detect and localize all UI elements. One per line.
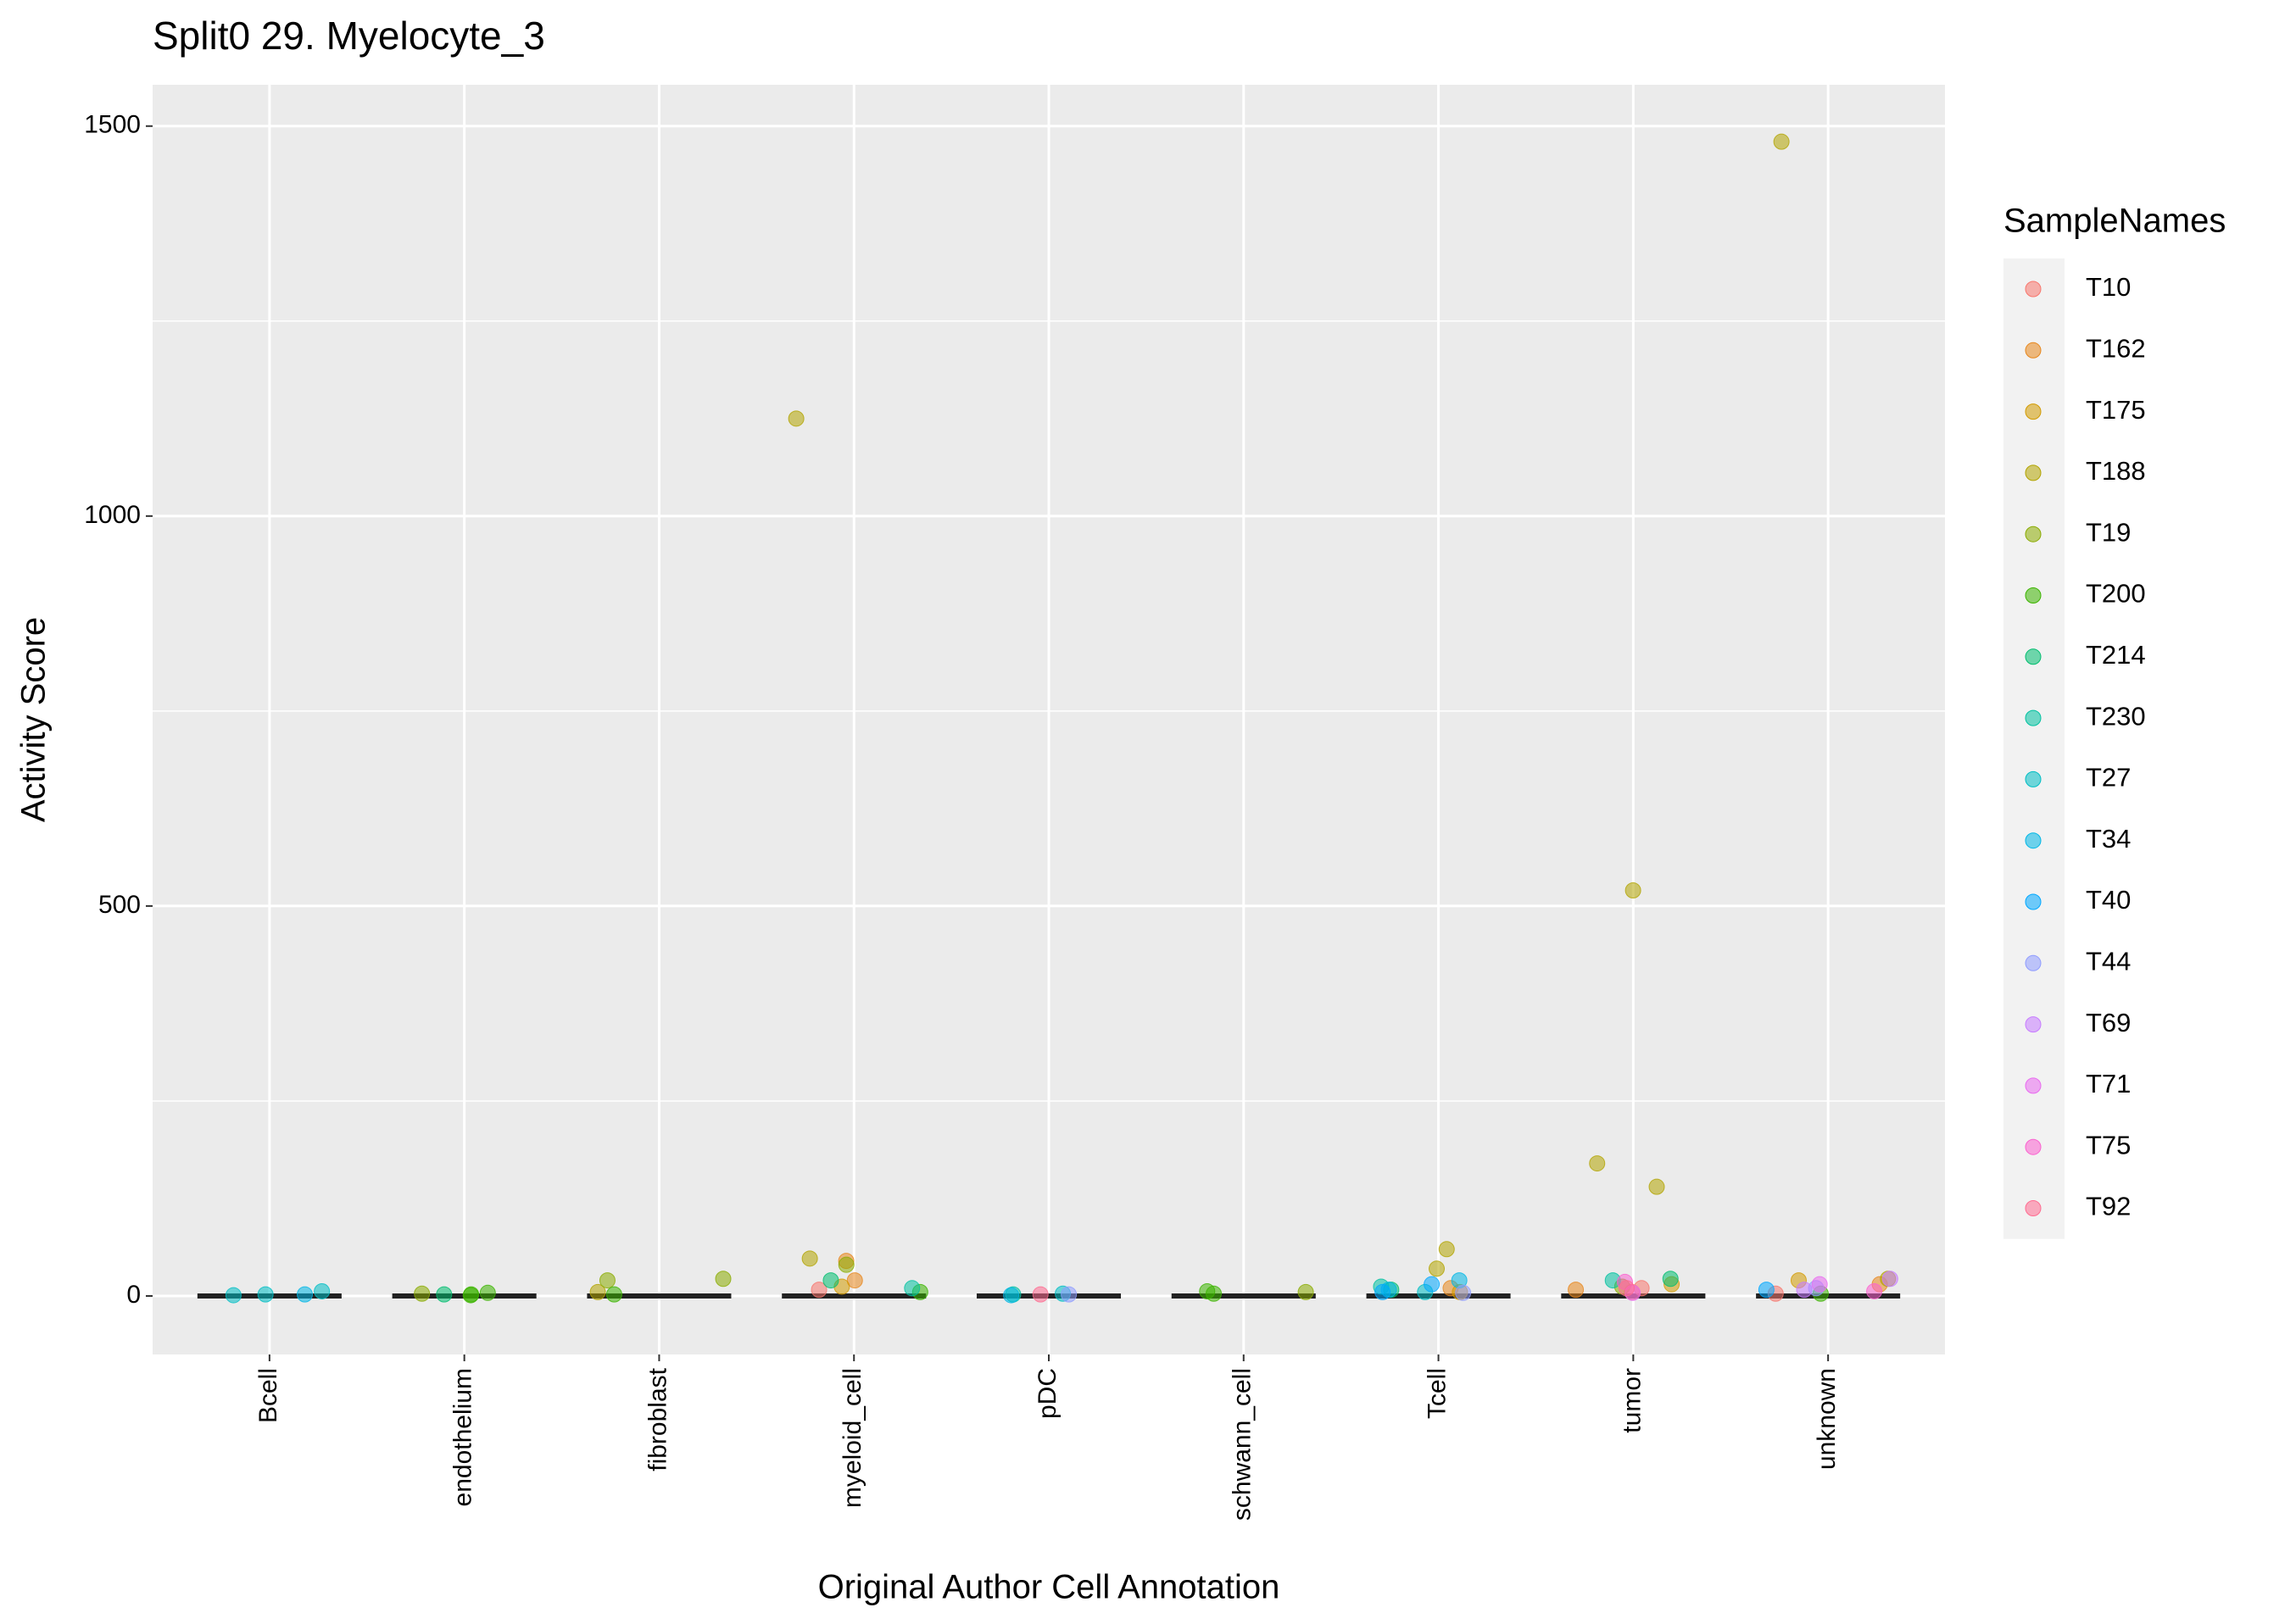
legend-key bbox=[2025, 648, 2042, 665]
legend-label: T10 bbox=[2086, 272, 2131, 302]
y-tick-label: 1500 bbox=[84, 111, 141, 139]
data-point bbox=[822, 1272, 839, 1289]
legend-key-background bbox=[2003, 258, 2065, 1239]
data-point bbox=[1773, 133, 1790, 150]
data-point bbox=[846, 1272, 863, 1289]
data-point bbox=[1061, 1286, 1078, 1303]
data-point bbox=[1032, 1286, 1049, 1303]
legend-key bbox=[2025, 342, 2042, 359]
data-point bbox=[788, 410, 805, 427]
data-point bbox=[801, 1250, 818, 1267]
legend-label: T71 bbox=[2086, 1069, 2131, 1098]
data-point bbox=[599, 1272, 616, 1289]
x-tick-label: fibroblast bbox=[644, 1367, 672, 1471]
data-point bbox=[479, 1284, 496, 1301]
y-tick-label: 1000 bbox=[84, 501, 141, 529]
legend-key bbox=[2025, 1016, 2042, 1033]
data-point bbox=[715, 1271, 732, 1288]
legend-label: T34 bbox=[2086, 824, 2131, 854]
legend-label: T19 bbox=[2086, 517, 2131, 547]
data-point bbox=[1648, 1178, 1665, 1195]
data-point bbox=[904, 1280, 921, 1297]
data-point bbox=[414, 1285, 431, 1302]
data-point bbox=[811, 1282, 828, 1299]
data-point bbox=[1429, 1260, 1446, 1277]
legend-key bbox=[2025, 464, 2042, 481]
legend-label: T92 bbox=[2086, 1192, 2131, 1221]
legend-label: T162 bbox=[2086, 333, 2146, 363]
legend-key bbox=[2025, 770, 2042, 787]
x-tick-label: myeloid_cell bbox=[839, 1368, 867, 1508]
legend-label: T200 bbox=[2086, 579, 2146, 609]
legend-key bbox=[2025, 1138, 2042, 1155]
x-tick-label: Bcell bbox=[254, 1368, 282, 1423]
data-point bbox=[257, 1286, 274, 1303]
legend-label: T44 bbox=[2086, 946, 2131, 976]
y-axis-title: Activity Score bbox=[15, 617, 53, 822]
data-point bbox=[1796, 1282, 1813, 1299]
data-point bbox=[1758, 1282, 1775, 1299]
x-tick-label: schwann_cell bbox=[1229, 1368, 1257, 1521]
data-point bbox=[1424, 1276, 1441, 1293]
data-point bbox=[314, 1282, 331, 1299]
data-point bbox=[297, 1286, 314, 1303]
data-point bbox=[838, 1256, 855, 1273]
chart-title: Split0 29. Myelocyte_3 bbox=[153, 14, 545, 58]
legend-label: T175 bbox=[2086, 395, 2146, 425]
legend-label: T214 bbox=[2086, 640, 2146, 670]
data-point bbox=[1568, 1282, 1585, 1299]
x-tick-label: pDC bbox=[1034, 1368, 1062, 1419]
legend-key bbox=[2025, 403, 2042, 420]
legend-label: T75 bbox=[2086, 1130, 2131, 1160]
legend-title: SampleNames bbox=[2003, 203, 2226, 240]
x-tick-label: tumor bbox=[1618, 1368, 1646, 1433]
data-point bbox=[1199, 1282, 1216, 1299]
legend-key bbox=[2025, 954, 2042, 971]
legend-label: T69 bbox=[2086, 1008, 2131, 1037]
legend-key bbox=[2025, 1077, 2042, 1094]
legend-key bbox=[2025, 526, 2042, 542]
data-point bbox=[589, 1283, 606, 1300]
data-point bbox=[1297, 1283, 1314, 1300]
data-point bbox=[1811, 1276, 1828, 1293]
x-axis-title: Original Author Cell Annotation bbox=[818, 1569, 1280, 1606]
legend-key bbox=[2025, 893, 2042, 910]
data-point bbox=[1662, 1271, 1679, 1288]
legend-label: T40 bbox=[2086, 885, 2131, 915]
legend-key bbox=[2025, 1200, 2042, 1216]
legend-label: T188 bbox=[2086, 456, 2146, 486]
data-point bbox=[1003, 1287, 1020, 1304]
data-point bbox=[436, 1286, 453, 1303]
data-point bbox=[462, 1287, 479, 1304]
legend-key bbox=[2025, 832, 2042, 849]
data-point bbox=[1624, 882, 1641, 899]
data-point bbox=[225, 1287, 242, 1304]
data-point bbox=[1881, 1271, 1898, 1288]
x-tick-label: unknown bbox=[1813, 1368, 1841, 1470]
data-point bbox=[1438, 1241, 1455, 1258]
legend-label: T230 bbox=[2086, 701, 2146, 731]
legend-key bbox=[2025, 709, 2042, 726]
legend-key bbox=[2025, 281, 2042, 298]
legend-label: T27 bbox=[2086, 763, 2131, 793]
data-point bbox=[605, 1286, 622, 1303]
x-tick-label: Tcell bbox=[1423, 1368, 1451, 1419]
legend-key bbox=[2025, 587, 2042, 603]
y-tick-label: 500 bbox=[98, 891, 141, 919]
data-point bbox=[1374, 1283, 1391, 1300]
data-point bbox=[1618, 1280, 1635, 1297]
data-point bbox=[1455, 1284, 1472, 1301]
y-tick-label: 0 bbox=[126, 1281, 141, 1309]
x-tick-label: endothelium bbox=[449, 1368, 477, 1506]
data-point bbox=[1866, 1282, 1883, 1299]
data-point bbox=[1589, 1155, 1606, 1172]
